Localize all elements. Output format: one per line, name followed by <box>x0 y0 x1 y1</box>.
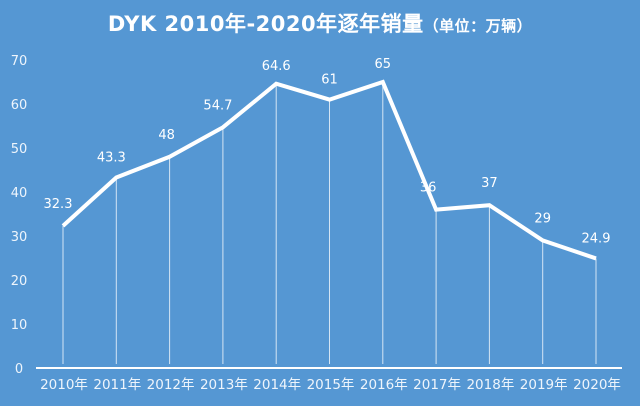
y-tick-label: 50 <box>11 142 28 157</box>
y-tick-label: 30 <box>11 230 28 245</box>
data-label: 36 <box>420 181 437 196</box>
x-tick-label: 2013年 <box>200 377 248 393</box>
x-tick-label: 2014年 <box>253 377 301 393</box>
y-tick-label: 10 <box>11 318 28 333</box>
chart-title-main: DYK 2010年-2020年逐年销量 <box>107 12 424 36</box>
x-tick-label: 2010年 <box>40 377 88 393</box>
x-tick-label: 2019年 <box>520 377 568 393</box>
data-label: 29 <box>534 211 551 226</box>
y-tick-label: 40 <box>11 186 28 201</box>
x-tick-label: 2011年 <box>93 377 141 393</box>
chart-title: DYK 2010年-2020年逐年销量（单位：万辆） <box>0 8 640 38</box>
data-label: 48 <box>158 128 175 143</box>
data-label: 32.3 <box>44 197 73 212</box>
x-tick-label: 2017年 <box>413 377 461 393</box>
data-label: 43.3 <box>97 150 126 165</box>
data-label: 65 <box>375 57 392 72</box>
y-tick-label: 60 <box>11 98 28 113</box>
data-label: 37 <box>481 176 498 191</box>
y-tick-label: 0 <box>15 362 23 377</box>
y-tick-label: 20 <box>11 274 28 289</box>
data-label: 54.7 <box>203 98 232 113</box>
data-label: 64.6 <box>262 59 291 74</box>
data-label: 24.9 <box>582 231 611 246</box>
chart-title-unit: （单位：万辆） <box>423 17 533 35</box>
data-label: 61 <box>321 73 338 88</box>
x-tick-label: 2020年 <box>573 377 621 393</box>
y-tick-label: 70 <box>11 54 28 69</box>
x-tick-label: 2018年 <box>466 377 514 393</box>
sales-line <box>61 79 597 261</box>
x-tick-label: 2015年 <box>307 377 355 393</box>
x-tick-label: 2012年 <box>147 377 195 393</box>
x-tick-label: 2016年 <box>360 377 408 393</box>
